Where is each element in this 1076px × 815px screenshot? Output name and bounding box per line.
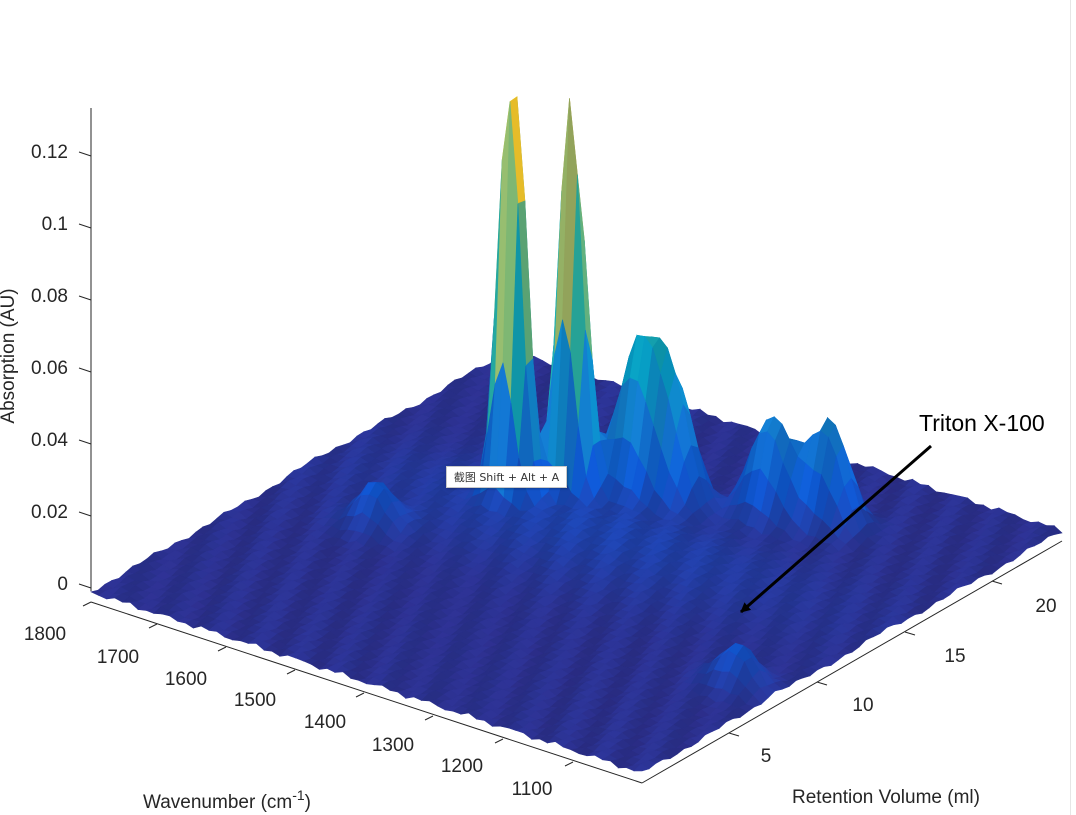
y-tick-mark	[816, 681, 828, 686]
z-tick-label: 0.1	[42, 214, 68, 235]
z-tick-label: 0.08	[31, 286, 68, 307]
y-tick-mark	[728, 732, 740, 737]
z-tick-label: 0	[57, 574, 68, 595]
x-tick-mark	[494, 738, 504, 744]
x-tick-label: 1400	[304, 712, 346, 733]
x-tick-label: 1100	[512, 779, 553, 800]
x-tick-label: 1600	[165, 669, 207, 690]
x-tick-label: 1500	[234, 690, 276, 711]
x-tick-mark	[564, 761, 574, 767]
window-edge	[1070, 0, 1076, 815]
y-tick-mark	[904, 631, 916, 636]
surface-patch	[633, 763, 650, 772]
z-tick-mark	[78, 583, 92, 589]
z-tick-label: 0.04	[31, 430, 68, 451]
z-tick-mark	[78, 223, 92, 229]
x-tick-mark	[82, 601, 92, 607]
y-axis-ticks: 5 10 15 20	[728, 580, 1057, 767]
x-tick-mark	[148, 623, 158, 629]
z-tick-mark	[78, 367, 92, 373]
x-axis-label-main: Wavenumber (cm	[143, 792, 292, 813]
y-tick-label: 10	[852, 695, 873, 716]
y-tick-label: 5	[761, 746, 772, 767]
x-axis-label: Wavenumber (cm-1)	[143, 787, 311, 813]
z-tick-label: 0.12	[31, 142, 68, 163]
z-axis-ticks: 0 0.02 0.04 0.06 0.08 0.1 0.12	[31, 142, 92, 595]
x-tick-label: 1200	[441, 756, 483, 777]
x-tick-mark	[286, 669, 296, 675]
z-tick-mark	[78, 439, 92, 445]
y-axis-label: Retention Volume (ml)	[792, 787, 980, 808]
x-axis-ticks: 1800 1700 1600 1500 1400 1300 1200 1100	[24, 601, 574, 800]
z-tick-mark	[78, 295, 92, 301]
annotation-label: Triton X-100	[919, 410, 1045, 436]
y-tick-label: 20	[1035, 596, 1056, 617]
y-tick-label: 15	[944, 646, 965, 667]
z-tick-label: 0.02	[31, 502, 68, 523]
x-tick-label: 1700	[97, 647, 139, 668]
screenshot-shortcut-tooltip: 截图 Shift + Alt + A	[446, 466, 567, 488]
x-tick-mark	[424, 715, 434, 721]
z-tick-mark	[78, 511, 92, 517]
x-tick-mark	[355, 692, 365, 698]
x-tick-mark	[217, 646, 227, 652]
surface-plot	[90, 96, 1063, 772]
z-axis-label: Absorption (AU)	[0, 288, 19, 423]
z-tick-label: 0.06	[31, 358, 68, 379]
x-axis-line	[90, 601, 643, 784]
annotation-arrow	[740, 444, 932, 614]
x-tick-label: 1300	[372, 735, 414, 756]
y-tick-mark	[991, 580, 1003, 585]
x-axis-label-tail: )	[305, 792, 311, 813]
x-axis-label-sup: -1	[292, 787, 305, 803]
x-tick-label: 1800	[24, 624, 66, 645]
z-tick-mark	[78, 151, 92, 157]
